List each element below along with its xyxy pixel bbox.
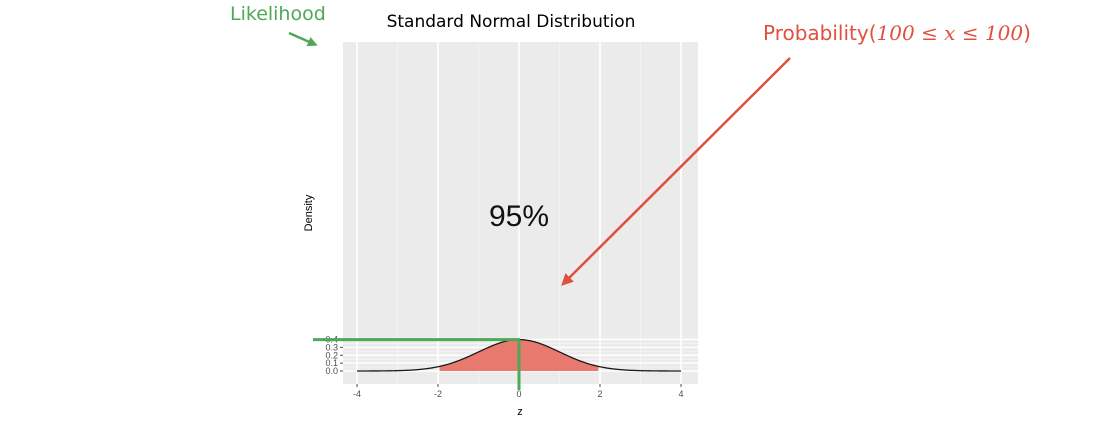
x-axis-label: z [517, 406, 523, 418]
plot-background [343, 42, 698, 384]
y-axis-label: Density [303, 194, 315, 231]
probability-prefix: Probability( [763, 21, 877, 45]
chart-title: Standard Normal Distribution [387, 12, 636, 32]
x-tick-label: 4 [678, 389, 683, 399]
y-tick-label: 0.0 [325, 366, 338, 376]
probability-arrow [561, 57, 791, 286]
x-tick-label: -2 [434, 389, 442, 399]
likelihood-label: Likelihood [230, 3, 326, 25]
x-tick-label: -4 [353, 389, 361, 399]
x-tick-label: 2 [597, 389, 602, 399]
center-percent-label: 95% [489, 200, 549, 233]
probability-suffix: ) [1023, 21, 1031, 45]
probability-label: Probability(100 ≤ x ≤ 100) [763, 21, 1031, 45]
y-tick-label: 0.1 [325, 358, 338, 368]
likelihood-arrow [288, 31, 318, 47]
probability-math: 100 ≤ x ≤ 100 [877, 21, 1024, 45]
y-tick-label: 0.3 [325, 342, 338, 352]
x-tick-label: 0 [516, 389, 521, 399]
y-tick-label: 0.2 [325, 350, 338, 360]
